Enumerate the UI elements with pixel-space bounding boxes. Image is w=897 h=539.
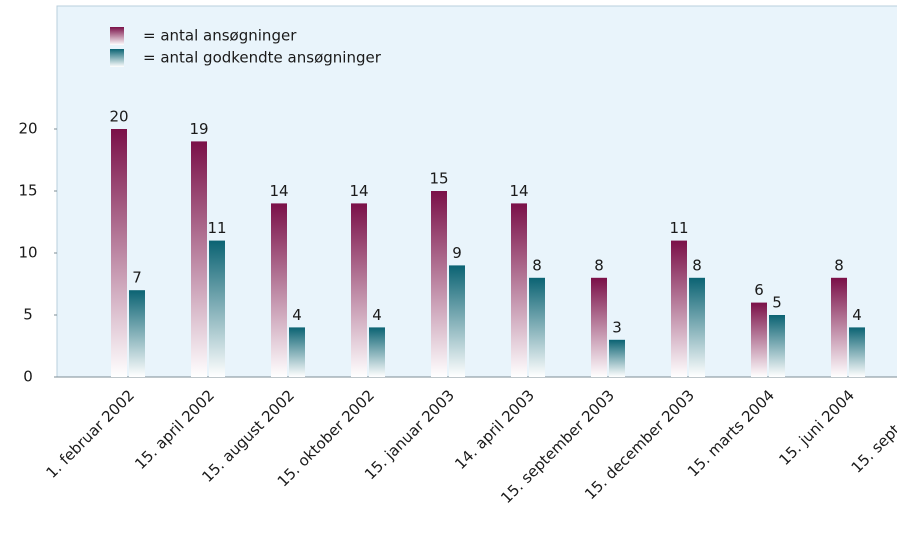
y-tick-label: 5: [23, 306, 33, 324]
bar: [449, 265, 465, 377]
legend-label: = antal ansøgninger: [143, 27, 297, 45]
data-label: 20: [109, 108, 128, 126]
x-tick-label: 15. april 2002: [131, 386, 218, 473]
y-tick-label: 15: [18, 182, 37, 200]
bar: [831, 277, 847, 377]
data-label: 14: [269, 182, 288, 200]
y-tick-label: 0: [23, 368, 33, 386]
bar: [191, 141, 207, 377]
bar: [751, 302, 767, 377]
data-label: 6: [754, 281, 764, 299]
data-label: 14: [509, 182, 528, 200]
bar: [289, 327, 305, 377]
data-label: 15: [429, 170, 448, 188]
bar: [689, 277, 705, 377]
legend-swatch: [110, 27, 124, 45]
data-label: 4: [372, 306, 382, 324]
x-tick-label: 15. marts 2004: [684, 386, 778, 480]
data-label: 8: [594, 256, 604, 274]
bar: [529, 277, 545, 377]
bar: [271, 203, 287, 377]
legend-label: = antal godkendte ansøgninger: [143, 49, 382, 67]
bar: [591, 277, 607, 377]
data-label: 14: [349, 182, 368, 200]
bar: [431, 191, 447, 377]
bar: [209, 240, 225, 377]
data-label: 4: [292, 306, 302, 324]
bar: [511, 203, 527, 377]
bar: [671, 240, 687, 377]
x-tick-label: 1. februar 2002: [42, 386, 138, 482]
bar: [369, 327, 385, 377]
bar: [849, 327, 865, 377]
data-label: 8: [532, 256, 542, 274]
data-label: 8: [834, 256, 844, 274]
data-label: 7: [132, 269, 142, 287]
bar: [129, 290, 145, 377]
legend-swatch: [110, 49, 124, 67]
data-label: 11: [669, 219, 688, 237]
bar: [769, 315, 785, 377]
data-label: 3: [612, 318, 622, 336]
data-label: 4: [852, 306, 862, 324]
x-tick-label: 14. april 2003: [451, 386, 538, 473]
x-tick-label: 15. juni 2004: [775, 386, 858, 469]
data-label: 19: [189, 120, 208, 138]
data-label: 9: [452, 244, 462, 262]
data-label: 11: [207, 219, 226, 237]
data-label: 5: [772, 294, 782, 312]
y-tick-label: 10: [18, 244, 37, 262]
y-tick-label: 20: [18, 120, 37, 138]
data-label: 8: [692, 256, 702, 274]
bar: [351, 203, 367, 377]
bar: [111, 129, 127, 377]
bar: [609, 339, 625, 377]
